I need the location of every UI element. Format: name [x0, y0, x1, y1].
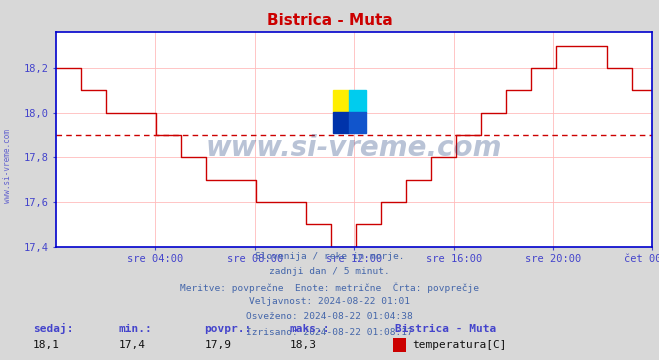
- Text: Meritve: povprečne  Enote: metrične  Črta: povprečje: Meritve: povprečne Enote: metrične Črta:…: [180, 282, 479, 293]
- Bar: [349, 112, 366, 133]
- Text: 18,3: 18,3: [290, 340, 317, 350]
- Bar: [333, 112, 349, 133]
- Text: 17,9: 17,9: [204, 340, 231, 350]
- Text: 18,1: 18,1: [33, 340, 60, 350]
- Text: temperatura[C]: temperatura[C]: [412, 340, 506, 350]
- Text: zadnji dan / 5 minut.: zadnji dan / 5 minut.: [269, 267, 390, 276]
- Bar: [333, 90, 349, 112]
- Text: Slovenija / reke in morje.: Slovenija / reke in morje.: [255, 252, 404, 261]
- Text: Bistrica - Muta: Bistrica - Muta: [395, 324, 497, 334]
- Text: Veljavnost: 2024-08-22 01:01: Veljavnost: 2024-08-22 01:01: [249, 297, 410, 306]
- Text: sedaj:: sedaj:: [33, 323, 73, 334]
- Text: Bistrica - Muta: Bistrica - Muta: [267, 13, 392, 28]
- Text: Izrisano: 2024-08-22 01:08:17: Izrisano: 2024-08-22 01:08:17: [246, 328, 413, 337]
- Text: Osveženo: 2024-08-22 01:04:38: Osveženo: 2024-08-22 01:04:38: [246, 312, 413, 321]
- Text: 17,4: 17,4: [119, 340, 146, 350]
- Text: povpr.:: povpr.:: [204, 324, 252, 334]
- Text: min.:: min.:: [119, 324, 152, 334]
- Text: www.si-vreme.com: www.si-vreme.com: [206, 134, 502, 162]
- Text: maks.:: maks.:: [290, 324, 330, 334]
- Bar: [349, 90, 366, 112]
- Text: www.si-vreme.com: www.si-vreme.com: [3, 129, 13, 203]
